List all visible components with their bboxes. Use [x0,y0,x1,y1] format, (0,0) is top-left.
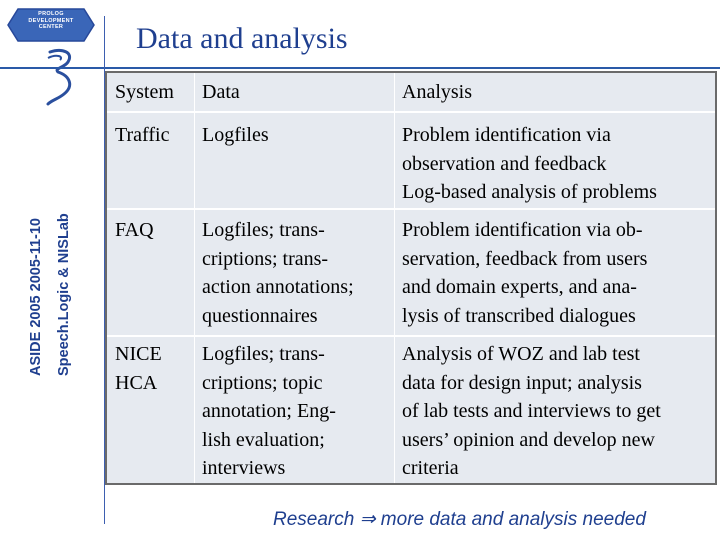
side-rule [104,16,105,524]
column-separator [194,73,195,483]
column-separator [394,73,395,483]
footer-note: Research ⇒ more data and analysis needed [273,509,646,530]
row-separator [107,335,715,337]
prolog-logo-icon [7,8,95,42]
row-traffic-data: Logfiles [202,124,269,146]
page-title: Data and analysis [136,22,348,55]
row-nice-analysis: Analysis of WOZ and lab test data for de… [402,343,661,479]
row-nice-system: NICE HCA [115,343,162,394]
speechlogic-mark-icon [46,48,72,106]
data-analysis-table: System Data Analysis Traffic Logfiles Pr… [105,71,717,485]
sidebar-line-1: ASIDE 2005 2005-11-10 [28,218,44,376]
row-traffic-system: Traffic [115,124,170,146]
title-rule [0,67,720,69]
sidebar-line-2: Speech.Logic & NISLab [56,213,72,376]
row-separator [107,208,715,210]
header-analysis: Analysis [402,81,472,103]
header-system: System [115,81,174,103]
row-traffic-analysis: Problem identification via observation a… [402,124,657,203]
header-data: Data [202,81,240,103]
row-faq-system: FAQ [115,219,154,241]
logo-text: PROLOG DEVELOPMENT CENTER [28,11,74,30]
row-faq-data: Logfiles; trans- criptions; trans- actio… [202,219,354,327]
row-separator [107,111,715,113]
row-nice-data: Logfiles; trans- criptions; topic annota… [202,343,336,479]
row-faq-analysis: Problem identification via ob- servation… [402,219,648,327]
